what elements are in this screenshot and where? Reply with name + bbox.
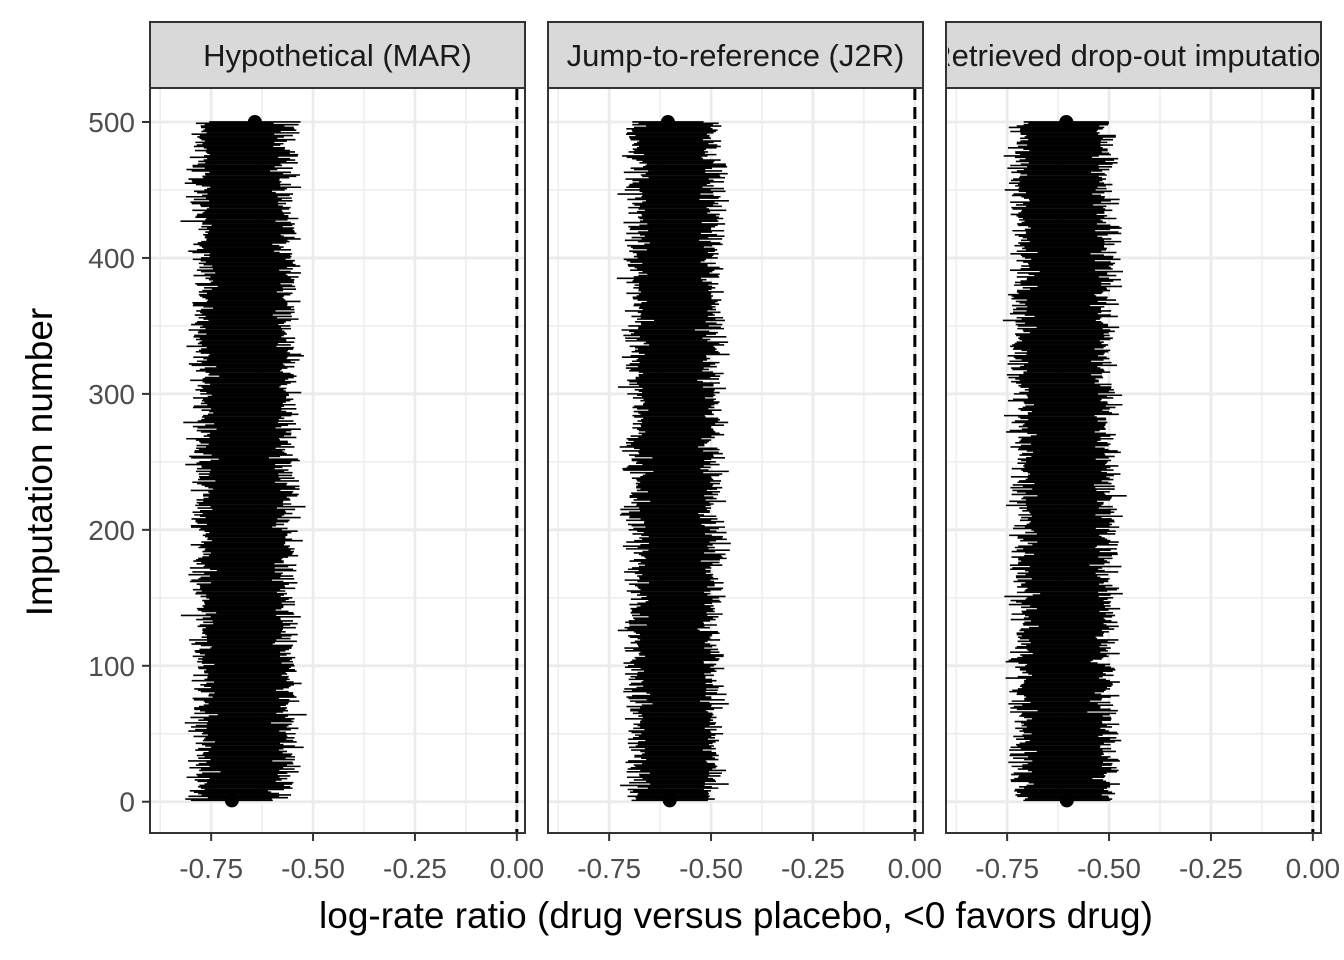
estimate-point <box>1059 114 1074 129</box>
y-tick-label: 300 <box>88 379 135 410</box>
estimate-point <box>660 114 675 129</box>
x-tick-label: -0.25 <box>1179 853 1243 884</box>
x-tick-label: -0.50 <box>1077 853 1141 884</box>
facet-strip-label: Jump-to-reference (J2R) <box>567 38 905 73</box>
facet-panel: Hypothetical (MAR) -0.75 -0.50 -0.25 0.00 0 10… <box>88 21 545 884</box>
x-tick-label: 0.00 <box>888 853 943 884</box>
ci-segments <box>616 121 731 802</box>
facet-panel: Jump-to-reference (J2R) -0.75 -0.50 -0.25 0.… <box>547 21 943 884</box>
gridlines <box>946 88 1321 833</box>
facet-strip-label: Retrieved drop-out imputation <box>929 38 1337 73</box>
x-tick-label: -0.50 <box>281 853 345 884</box>
ci-segments <box>1002 121 1127 802</box>
panel-background <box>548 88 923 833</box>
estimate-point <box>224 793 239 808</box>
y-tick-label: 100 <box>88 651 135 682</box>
facet-strip <box>547 21 924 89</box>
x-tick-label: -0.75 <box>179 853 243 884</box>
estimate-point <box>1059 793 1074 808</box>
x-axis-title: log-rate ratio (drug versus placebo, <0 … <box>319 895 1153 936</box>
facet-strip-label: Hypothetical (MAR) <box>203 38 472 73</box>
estimate-point <box>662 793 677 808</box>
x-tick-label: -0.25 <box>383 853 447 884</box>
estimate-point <box>247 114 262 129</box>
facet-panel: Retrieved drop-out imputation -0.75 -0.50 -… <box>929 21 1341 884</box>
x-tick-label: 0.00 <box>1286 853 1341 884</box>
x-tick-label: 0.00 <box>490 853 545 884</box>
x-tick-label: -0.75 <box>577 853 641 884</box>
ci-segments <box>180 121 307 802</box>
y-tick-label: 0 <box>119 787 135 818</box>
panel-background <box>946 88 1321 833</box>
y-axis-title: Imputation number <box>19 308 60 617</box>
x-tick-label: -0.75 <box>975 853 1039 884</box>
y-tick-label: 500 <box>88 107 135 138</box>
facet-strip <box>149 21 526 89</box>
facet-strip <box>945 21 1322 89</box>
x-tick-label: -0.25 <box>781 853 845 884</box>
y-tick-label: 400 <box>88 243 135 274</box>
y-tick-label: 200 <box>88 515 135 546</box>
x-tick-label: -0.50 <box>679 853 743 884</box>
